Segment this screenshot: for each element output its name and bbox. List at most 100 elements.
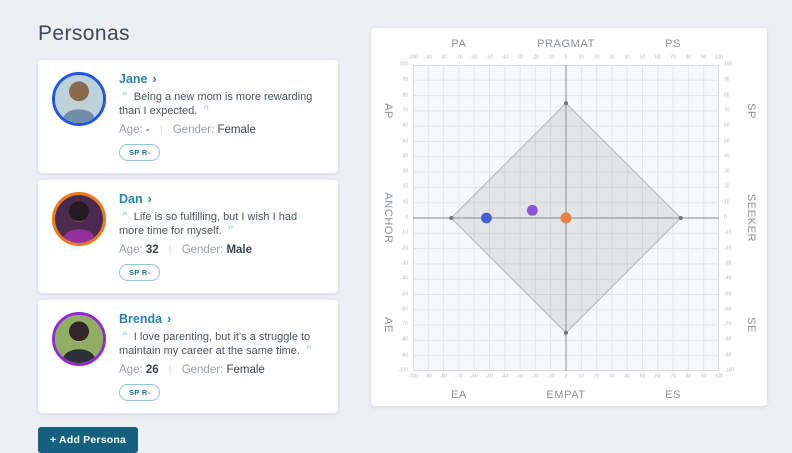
age-label: Age: xyxy=(119,124,143,136)
tick-label: -90 xyxy=(400,352,408,359)
tick-label: 60 xyxy=(655,373,661,380)
page-title: Personas xyxy=(38,22,130,45)
tick-label: -50 xyxy=(400,291,408,297)
tick-label: -80 xyxy=(439,54,448,61)
tick-label: 90 xyxy=(700,54,707,61)
tick-label: 70 xyxy=(670,54,676,61)
axis-label-se: SE xyxy=(745,317,757,334)
tick-label: -100 xyxy=(407,373,419,380)
tick-label: -60 xyxy=(470,54,478,61)
tick-label: -30 xyxy=(724,260,732,267)
persona-type-badge: SP R- xyxy=(119,144,161,161)
tick-label: -40 xyxy=(501,373,509,380)
age-label: Age: xyxy=(119,244,143,256)
tick-label: -100 xyxy=(407,54,419,61)
persona-card-dan[interactable]: Dan Life is so fulfilling, but I wish I … xyxy=(38,180,338,293)
gender-value: Female xyxy=(217,124,256,136)
tick-label: 100 xyxy=(714,373,724,380)
gender-label: Gender: xyxy=(181,244,224,256)
tick-label: 70 xyxy=(670,373,676,380)
persona-type-badge: SP R- xyxy=(119,264,161,281)
tick-label: -60 xyxy=(470,373,478,380)
persona-card-jane[interactable]: Jane Being a new mom is more rewarding t… xyxy=(38,60,338,173)
tick-label: -70 xyxy=(400,321,408,328)
tick-label: 10 xyxy=(402,199,408,206)
persona-dot-dan[interactable] xyxy=(560,212,572,224)
tick-label: -30 xyxy=(400,260,408,267)
gender-label: Gender: xyxy=(172,124,215,136)
tick-label: 40 xyxy=(624,373,630,380)
axis-label-pa: PA xyxy=(451,38,467,50)
persona-dot-jane[interactable] xyxy=(480,212,493,224)
tick-label: -70 xyxy=(724,321,732,328)
persona-quote: Being a new mom is more rewarding than I… xyxy=(119,90,324,118)
axis-label-ae: AE xyxy=(382,317,394,334)
gender-value: Female xyxy=(226,364,265,376)
tick-label: -40 xyxy=(724,275,732,282)
persona-name-link[interactable]: Jane xyxy=(119,72,324,86)
tick-label: 20 xyxy=(593,373,600,380)
axis-label-ap: AP xyxy=(382,102,394,119)
meta-divider: | xyxy=(168,245,172,256)
tick-label: -80 xyxy=(400,336,408,343)
persona-dot-brenda[interactable] xyxy=(526,204,538,216)
tick-label: 80 xyxy=(724,92,730,99)
open-quote-icon xyxy=(119,211,131,223)
diamond-vertex-dot xyxy=(564,330,568,335)
persona-quote: I love parenting, but it's a struggle to… xyxy=(119,330,324,358)
tick-label: 40 xyxy=(724,153,730,160)
persona-name-link[interactable]: Brenda xyxy=(119,312,324,326)
chevron-right-icon xyxy=(148,192,152,206)
tick-label: -10 xyxy=(547,373,555,380)
gender-value: Male xyxy=(226,244,253,256)
tick-label: 0 xyxy=(564,373,568,380)
tick-label: 30 xyxy=(609,373,615,380)
persona-quote: Life is so fulfilling, but I wish I had … xyxy=(119,210,324,238)
tick-label: -20 xyxy=(531,54,540,61)
tick-label: 20 xyxy=(724,183,730,190)
persona-name: Brenda xyxy=(119,312,163,326)
tick-label: -50 xyxy=(724,291,732,297)
tick-label: -40 xyxy=(400,275,408,282)
tick-label: 50 xyxy=(639,373,646,380)
avatar-photo xyxy=(55,195,103,243)
tick-label: -80 xyxy=(439,373,448,380)
tick-label: -40 xyxy=(501,54,509,61)
close-quote-icon xyxy=(225,225,237,237)
tick-label: -90 xyxy=(424,373,432,380)
tick-label: 100 xyxy=(714,54,724,61)
meta-divider: | xyxy=(159,125,163,136)
tick-label: 20 xyxy=(402,183,408,190)
tick-label: -10 xyxy=(724,229,732,236)
tick-label: -80 xyxy=(724,336,732,343)
add-persona-button[interactable]: + Add Persona xyxy=(38,427,139,453)
age-value: 26 xyxy=(145,364,159,376)
persona-card-brenda[interactable]: Brenda I love parenting, but it's a stru… xyxy=(38,300,338,413)
close-quote-icon xyxy=(303,345,315,357)
avatar xyxy=(52,192,106,246)
tick-label: 60 xyxy=(724,122,730,129)
tick-label: 60 xyxy=(655,54,661,61)
avatar-photo xyxy=(55,315,103,363)
age-value: - xyxy=(145,124,150,136)
tick-label: -20 xyxy=(531,373,540,380)
tick-label: 90 xyxy=(700,373,707,380)
tick-label: 70 xyxy=(402,107,408,114)
diamond-vertex-dot xyxy=(678,216,683,220)
tick-label: 0 xyxy=(564,54,568,61)
close-quote-icon xyxy=(200,105,212,117)
meta-divider: | xyxy=(168,365,172,376)
diamond-vertex-dot xyxy=(449,216,454,220)
open-quote-icon xyxy=(119,331,131,343)
axis-label-seeker: SEEKER xyxy=(745,193,757,243)
tick-label: 40 xyxy=(402,153,408,160)
persona-list: Jane Being a new mom is more rewarding t… xyxy=(38,60,338,413)
persona-scatter-chart xyxy=(413,65,719,371)
plot-area xyxy=(413,65,719,371)
persona-name-link[interactable]: Dan xyxy=(119,192,324,206)
persona-sidebar: Personas Jane Being a new mom is more re… xyxy=(38,0,338,453)
diamond-vertex-dot xyxy=(564,101,568,106)
persona-name: Jane xyxy=(119,72,148,86)
tick-label: 100 xyxy=(724,61,733,68)
tick-label: 50 xyxy=(639,54,646,61)
